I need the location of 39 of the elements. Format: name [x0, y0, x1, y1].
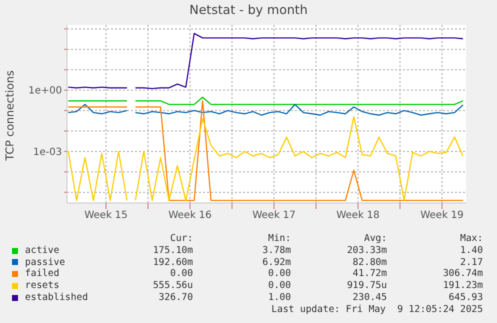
- text: 6.92m: [261, 256, 291, 268]
- text: 0.00: [267, 280, 291, 292]
- x-tick-label: Week 18: [336, 210, 380, 222]
- text: Cur:: [169, 233, 193, 245]
- x-tick-label: Week 16: [168, 210, 212, 222]
- text: 203.33m: [346, 244, 387, 257]
- text: 555.56u: [152, 280, 193, 292]
- chart-title: Netstat - by month: [188, 2, 309, 17]
- legend-label: resets: [24, 280, 60, 292]
- text: Last update: Fri May 9 12:05:24 2025: [270, 304, 483, 316]
- legend-label: active: [24, 244, 60, 257]
- text: 82.80m: [352, 256, 387, 268]
- text: 326.70: [158, 292, 193, 304]
- legend-label: established: [24, 292, 89, 304]
- text: 191.23m: [442, 280, 483, 292]
- text: 0.00: [267, 268, 291, 280]
- text: 306.74m: [442, 268, 483, 280]
- y-tick-label: 1e-03: [33, 147, 62, 158]
- text: 3.78m: [261, 244, 291, 257]
- text: 2.17: [459, 256, 483, 268]
- text: 192.60m: [152, 256, 193, 268]
- x-tick-label: Week 15: [84, 210, 128, 222]
- x-tick-label: Week 17: [252, 210, 296, 222]
- text: 41.72m: [352, 268, 387, 280]
- legend-label: failed: [24, 268, 60, 280]
- text: 0.00: [169, 268, 193, 280]
- text: 230.45: [352, 292, 387, 304]
- text: 645.93: [448, 292, 483, 304]
- text: 919.75u: [346, 280, 387, 292]
- text: Min:: [267, 233, 291, 245]
- y-axis-title: TCP connections: [4, 70, 17, 160]
- legend-label: passive: [24, 256, 66, 268]
- x-tick-label: Week 19: [420, 210, 464, 222]
- y-tick-label: 1e+00: [28, 86, 62, 97]
- text: Avg:: [363, 233, 387, 245]
- text: 1.00: [267, 292, 291, 304]
- text: 1.40: [459, 244, 483, 257]
- text: Max:: [459, 233, 483, 245]
- text: 175.10m: [152, 244, 193, 257]
